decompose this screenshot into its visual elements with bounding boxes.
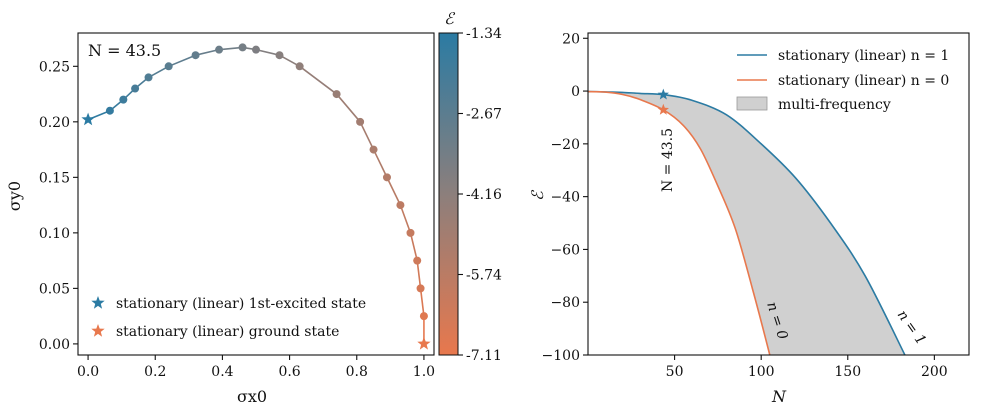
data-point bbox=[144, 73, 153, 82]
curve-segment bbox=[399, 204, 412, 234]
y-tick-label: 0.15 bbox=[39, 170, 70, 186]
data-point bbox=[332, 90, 341, 99]
y-tick-label: 0.20 bbox=[39, 115, 70, 131]
curve-segment bbox=[359, 121, 375, 150]
x-tick-label: 200 bbox=[921, 364, 948, 380]
series-n1-line bbox=[588, 90, 906, 355]
x-tick-label: 0.0 bbox=[77, 364, 99, 380]
curve-segment bbox=[168, 54, 196, 68]
data-point bbox=[416, 284, 425, 293]
data-point bbox=[419, 312, 428, 321]
n1-star-marker bbox=[657, 88, 669, 100]
curve-segment bbox=[195, 48, 220, 56]
n0-star-marker bbox=[657, 103, 669, 115]
y-tick-label: −60 bbox=[550, 242, 580, 258]
left-chart: 0.0 0.2 0.4 0.6 0.8 1.0 0.00 0.05 0.10 0.15 0.20 0.… bbox=[5, 32, 435, 406]
y-tick-label: 0.00 bbox=[39, 337, 70, 353]
colorbar-tick-label: -7.11 bbox=[466, 348, 502, 364]
colorbar-tick-label: -5.74 bbox=[466, 268, 502, 284]
left-xlabel: σx0 bbox=[237, 387, 267, 406]
x-tick-label: 0.4 bbox=[211, 364, 233, 380]
data-point bbox=[191, 51, 200, 60]
data-point bbox=[275, 51, 284, 60]
legend-n1-label: stationary (linear) n = 1 bbox=[778, 48, 949, 64]
x-tick-label: 0.6 bbox=[278, 364, 300, 380]
legend-fill-label: multi-frequency bbox=[778, 97, 891, 113]
y-tick-label: 0.10 bbox=[39, 226, 70, 242]
data-point bbox=[382, 173, 391, 182]
x-tick-label: 150 bbox=[834, 364, 861, 380]
right-xlabel: N bbox=[771, 387, 787, 406]
y-tick-label: 0.25 bbox=[39, 59, 70, 75]
data-point bbox=[356, 117, 365, 126]
data-point bbox=[238, 43, 247, 52]
colorbar-tick-label: -2.67 bbox=[466, 107, 502, 123]
legend-excited-label: stationary (linear) 1st-excited state bbox=[116, 296, 366, 312]
x-tick-label: 0.8 bbox=[346, 364, 368, 380]
left-legend: stationary (linear) 1st-excited state st… bbox=[91, 296, 366, 340]
ground-state-star bbox=[417, 336, 431, 350]
y-tick-label: −20 bbox=[550, 137, 580, 153]
y-tick-label: 0 bbox=[571, 84, 580, 100]
left-ylabel: σy0 bbox=[5, 181, 24, 211]
legend-n0-label: stationary (linear) n = 0 bbox=[778, 73, 949, 89]
legend-ground-label: stationary (linear) ground state bbox=[116, 324, 339, 340]
x-tick-label: 50 bbox=[666, 364, 684, 380]
colorbar-tick-label: -4.16 bbox=[466, 187, 502, 203]
x-tick-label: 1.0 bbox=[413, 364, 435, 380]
y-tick-label: −40 bbox=[550, 190, 580, 206]
data-point bbox=[413, 256, 422, 265]
data-point bbox=[105, 106, 114, 115]
data-point bbox=[295, 62, 304, 71]
data-point bbox=[369, 145, 378, 154]
right-legend: stationary (linear) n = 1 stationary (li… bbox=[736, 48, 949, 113]
data-point bbox=[396, 201, 405, 210]
y-tick-label: 0.05 bbox=[39, 281, 70, 297]
x-tick-label: 0.2 bbox=[144, 364, 166, 380]
curve-segment bbox=[299, 65, 338, 95]
series-n0-line bbox=[588, 90, 771, 355]
data-point bbox=[164, 62, 173, 71]
curve-segment bbox=[416, 260, 422, 289]
data-point bbox=[252, 45, 260, 54]
data-point bbox=[406, 228, 415, 237]
colorbar-label: ℰ bbox=[444, 9, 456, 28]
legend-excited-star bbox=[91, 296, 105, 309]
colorbar: ℰ -1.34 -2.67 -4.16 -5.74 -7.11 bbox=[438, 9, 502, 364]
colorbar-tick-label: -1.34 bbox=[466, 26, 502, 42]
x-tick-label: 100 bbox=[748, 364, 775, 380]
y-tick-label: 20 bbox=[562, 31, 580, 47]
legend-fill-swatch bbox=[736, 96, 768, 111]
multi-frequency-region bbox=[588, 91, 905, 355]
curve-segment bbox=[386, 176, 402, 206]
curve-segment bbox=[372, 149, 388, 178]
right-axes-frame bbox=[587, 32, 970, 356]
left-annotation: N = 43.5 bbox=[88, 41, 161, 60]
legend-ground-star bbox=[91, 324, 105, 337]
data-point bbox=[119, 95, 128, 104]
curve-segment bbox=[409, 232, 418, 261]
data-point bbox=[215, 45, 224, 54]
curve-segment bbox=[419, 288, 425, 317]
data-point bbox=[131, 84, 140, 93]
excited-state-star bbox=[81, 112, 95, 126]
right-ylabel: ℰ bbox=[528, 189, 547, 201]
curve-segment bbox=[255, 48, 280, 56]
y-tick-label: −100 bbox=[542, 348, 580, 364]
annotation-n43: N = 43.5 bbox=[660, 128, 676, 192]
curve-segment bbox=[335, 93, 361, 123]
y-tick-label: −80 bbox=[550, 295, 580, 311]
colorbar-gradient bbox=[438, 32, 459, 356]
left-axes-frame bbox=[77, 32, 435, 356]
